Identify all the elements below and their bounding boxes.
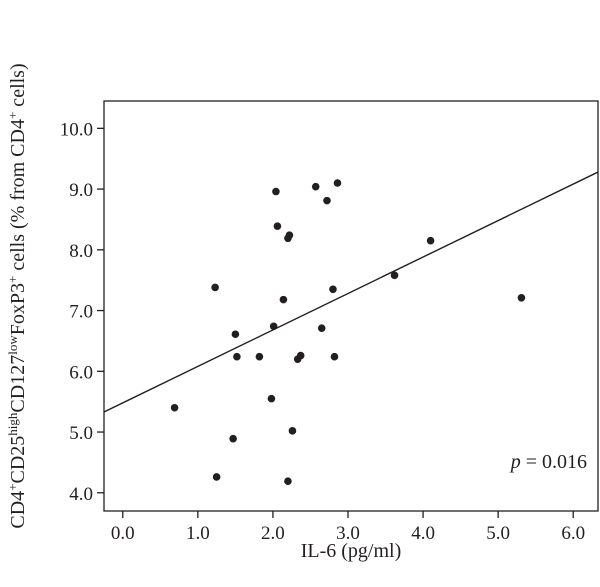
- x-tick-label: 0.0: [111, 523, 135, 544]
- data-point: [390, 271, 399, 280]
- data-point: [426, 236, 435, 245]
- plot-frame: [103, 100, 599, 512]
- x-axis-title: IL-6 (pg/ml): [301, 540, 402, 562]
- p-value-annotation: p = 0.016: [509, 451, 587, 473]
- data-point: [288, 427, 297, 435]
- data-point: [284, 477, 292, 486]
- data-point: [269, 322, 278, 331]
- data-point: [212, 473, 221, 481]
- data-point: [211, 283, 219, 292]
- x-tick-label: 2.0: [261, 523, 285, 544]
- data-point: [296, 351, 305, 360]
- regression-line: [103, 171, 599, 413]
- y-tick-label: 5.0: [69, 423, 93, 444]
- y-tick-label: 8.0: [69, 241, 93, 262]
- x-tick-label: 3.0: [336, 523, 360, 544]
- data-point: [229, 434, 237, 443]
- data-point: [329, 285, 337, 294]
- data-point: [273, 222, 282, 230]
- plot-layer: 0.0 1.0 2.0 3.0 4.0 5.0 6.0 4.0 5.0 6.0 7.0 8.0 9.0 1…: [60, 100, 599, 544]
- data-point: [285, 231, 294, 240]
- y-tick-label: 4.0: [69, 484, 93, 505]
- data-point: [517, 294, 526, 302]
- data-point: [233, 352, 241, 361]
- y-tick-label: 10.0: [60, 119, 93, 140]
- data-point: [317, 324, 326, 332]
- data-point: [231, 330, 240, 339]
- data-point: [255, 352, 264, 361]
- data-point: [333, 179, 342, 187]
- y-tick-label: 9.0: [69, 180, 93, 201]
- y-axis-title: CD4+CD25highCD127lowFoxP3+ cells (% from…: [5, 63, 30, 528]
- data-point: [272, 187, 280, 196]
- x-tick-label: 6.0: [561, 523, 585, 544]
- y-tick-label: 6.0: [69, 362, 93, 383]
- data-point: [330, 352, 339, 361]
- x-tick-label: 1.0: [186, 523, 210, 544]
- data-point: [267, 394, 276, 403]
- x-tick-label: 5.0: [486, 523, 510, 544]
- y-tick-label: 7.0: [69, 302, 93, 323]
- data-point: [311, 182, 320, 191]
- data-point: [279, 295, 288, 304]
- x-tick-label: 4.0: [411, 523, 435, 544]
- data-point: [323, 196, 331, 205]
- data-point: [170, 403, 179, 412]
